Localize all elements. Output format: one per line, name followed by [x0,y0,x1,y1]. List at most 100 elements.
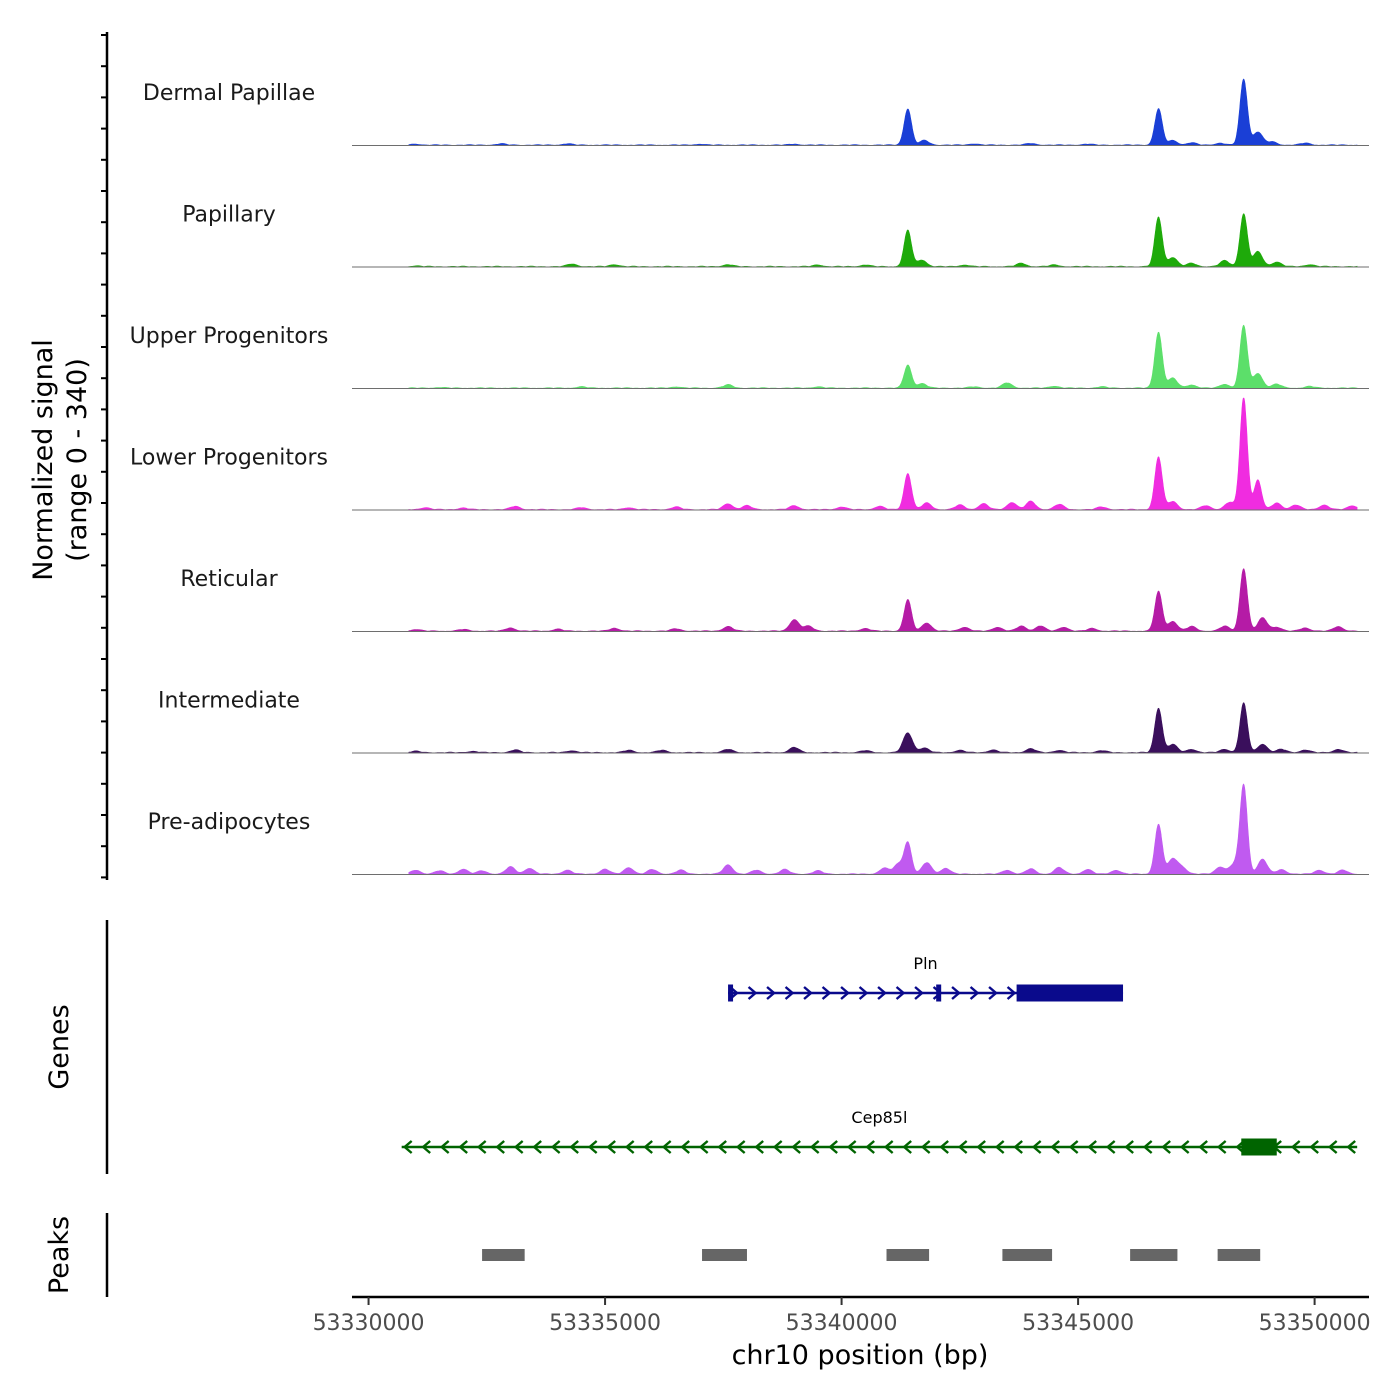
strand-arrow [858,986,869,1000]
track-label: Pre-adipocytes [148,810,311,835]
peak-region [702,1249,747,1261]
strand-arrow [895,986,906,1000]
strand-arrow [735,1140,746,1154]
coverage-track: Intermediate [158,689,1369,754]
strand-arrow [766,986,776,1000]
strand-arrow [569,1140,579,1154]
strand-arrow [624,1140,635,1154]
gene-model: Pln [728,954,1124,1002]
strand-arrow [747,986,758,1000]
strand-arrow [680,1140,690,1154]
coverage-signal-area [408,397,1358,511]
strand-arrow [587,1140,598,1154]
x-axis-label: chr10 position (bp) [732,1340,989,1371]
strand-arrow [840,986,850,1000]
strand-arrow [661,1140,672,1154]
strand-arrow [717,1140,727,1154]
strand-arrow [809,1140,820,1154]
strand-arrow [877,986,887,1000]
strand-arrow [1050,1140,1060,1154]
peak-region [886,1249,930,1261]
exon-block [936,984,942,1002]
track-label: Dermal Papillae [143,81,315,106]
strand-arrow [902,1140,912,1154]
coverage-signal-area [408,78,1358,146]
strand-arrow [754,1140,764,1154]
coverage-signal-area [408,568,1358,632]
strand-arrow [772,1140,783,1154]
strand-arrow [495,1140,505,1154]
coverage-axis-label: Normalized signal (range 0 - 340) [28,339,93,581]
coverage-axis-label-line1: Normalized signal [28,339,59,581]
exon-block [728,984,734,1002]
strand-arrow [1161,1140,1171,1154]
coverage-signal-area [408,324,1358,389]
peak-region [1130,1249,1178,1261]
strand-arrow [1105,1140,1116,1154]
track-label: Intermediate [158,689,300,714]
gene-name: Pln [913,954,937,973]
strand-arrow [1087,1140,1097,1154]
strand-arrow [550,1140,561,1154]
strand-arrow [976,1140,986,1154]
strand-arrow [1013,1140,1023,1154]
coverage-signal-area [408,213,1358,268]
coverage-track: Upper Progenitors [130,324,1369,389]
x-tick-label: 53350000 [1259,1311,1371,1336]
peak-regions-track [482,1249,1261,1261]
gene-annotation-track: Pln Cep85l [401,954,1358,1156]
gene-model: Cep85l [401,1108,1358,1156]
strand-arrow [513,1140,524,1154]
x-tick-label: 53345000 [1022,1311,1134,1336]
strand-arrow [1006,986,1017,1000]
coverage-track: Dermal Papillae [143,78,1369,146]
strand-arrow [803,986,813,1000]
strand-arrow [698,1140,709,1154]
coverage-axis-ticks [101,34,107,879]
x-tick-label: 53335000 [549,1311,661,1336]
strand-arrow [643,1140,653,1154]
strand-arrow [828,1140,838,1154]
strand-arrow [1309,1140,1319,1154]
strand-arrow [1179,1140,1190,1154]
strand-arrow [1327,1140,1338,1154]
strand-arrow [784,986,795,1000]
strand-arrow [939,1140,949,1154]
strand-arrow [821,986,832,1000]
strand-arrow [532,1140,542,1154]
x-tick-label: 53340000 [786,1311,898,1336]
strand-arrow [920,1140,931,1154]
strand-arrow [1198,1140,1208,1154]
exon-block [1016,984,1124,1002]
strand-arrow [914,986,924,1000]
strand-arrow [1031,1140,1042,1154]
strand-arrow [951,986,961,1000]
peaks-panel-label: Peaks [44,1216,75,1294]
peak-region [1217,1249,1261,1261]
strand-arrow [969,986,980,1000]
peak-region [1002,1249,1053,1261]
coverage-track: Papillary [182,203,1369,268]
coverage-track: Lower Progenitors [130,397,1369,511]
peak-region [482,1249,525,1261]
strand-arrow [791,1140,801,1154]
coverage-axis-label-line2: (range 0 - 340) [62,358,93,562]
coverage-signal-area [408,702,1358,754]
strand-arrow [1068,1140,1079,1154]
strand-arrow [439,1140,450,1154]
strand-arrow [421,1140,431,1154]
strand-arrow [1346,1140,1356,1154]
strand-arrow [957,1140,968,1154]
strand-arrow [988,986,998,1000]
x-axis-ticks: 53330000 53335000 53340000 53345000 53350000 [313,1297,1371,1336]
track-label: Lower Progenitors [130,446,328,471]
strand-arrow [883,1140,894,1154]
strand-arrow [476,1140,487,1154]
coverage-track: Pre-adipocytes [148,783,1369,875]
coverage-track: Reticular [180,567,1369,632]
x-tick-label: 53330000 [313,1311,425,1336]
coverage-signal-area [408,783,1358,875]
strand-arrow [1216,1140,1227,1154]
strand-arrow [402,1140,413,1154]
